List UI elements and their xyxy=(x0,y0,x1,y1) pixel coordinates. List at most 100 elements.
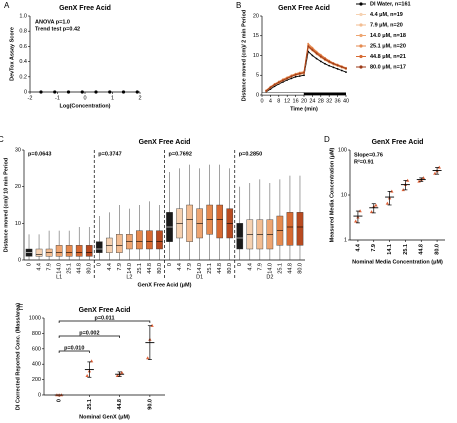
x-tick-label: 25.1 xyxy=(137,263,143,274)
x-tick-label: 0 xyxy=(57,399,63,402)
panel-letter: D xyxy=(324,135,330,144)
point xyxy=(340,66,343,68)
light-period xyxy=(261,92,305,96)
series-line xyxy=(265,46,347,92)
replicate-point xyxy=(385,201,390,205)
x-tick-label: 40 xyxy=(343,98,349,104)
x-tick-label: 32 xyxy=(326,98,332,104)
x-tick-label: 20 xyxy=(301,98,307,104)
x-axis-label: Nominal GenX (μM) xyxy=(79,414,130,420)
x-tick-label: 80.0 xyxy=(435,244,441,255)
replicate-point xyxy=(405,178,410,182)
dark-period xyxy=(304,92,346,95)
x-axis-label: Time (min) xyxy=(290,106,318,112)
replicate-point xyxy=(421,176,426,180)
legend-label: 80.0 μM, n=17 xyxy=(370,64,406,70)
y-tick-label: 600 xyxy=(32,346,41,352)
point xyxy=(328,64,331,67)
box xyxy=(236,223,244,250)
legend-marker xyxy=(359,44,363,48)
x-tick-label: 16 xyxy=(293,98,299,104)
x-tick-label: 44.8 xyxy=(77,263,83,274)
y-tick-label: 200 xyxy=(32,377,41,383)
y-tick-label: 10 xyxy=(253,53,259,59)
point xyxy=(315,57,318,60)
box xyxy=(156,230,163,250)
y-tick-label: 0 xyxy=(256,92,259,98)
y-tick-label: 0.6 xyxy=(19,44,27,50)
point xyxy=(108,90,112,94)
point xyxy=(307,42,310,45)
legend-marker xyxy=(359,12,363,17)
point xyxy=(319,60,322,63)
panel-letter: E xyxy=(18,303,23,312)
point xyxy=(345,67,347,70)
replicate-point xyxy=(120,370,124,374)
x-tick-label: 0 xyxy=(26,263,32,266)
x-tick-label: 14.0 xyxy=(197,263,203,274)
point xyxy=(39,90,43,94)
box xyxy=(216,204,224,239)
x-tick-label: 4 xyxy=(269,98,272,104)
point xyxy=(121,90,126,94)
y-tick-label: 400 xyxy=(32,362,41,368)
group-label: D2 xyxy=(266,274,273,280)
chart-title: GenX Free Acid xyxy=(139,139,191,146)
point xyxy=(345,71,347,73)
x-tick-label: 44.8 xyxy=(117,399,123,410)
x-tick-label: 24 xyxy=(309,98,315,104)
x-tick-label: 36 xyxy=(335,98,341,104)
legend-marker xyxy=(359,33,363,38)
point xyxy=(307,45,310,48)
y-axis-label: Distance moved (cm)/ 2 min Period xyxy=(241,10,247,101)
legend-marker xyxy=(359,54,363,59)
legend-label: 7.9 μM, n=20 xyxy=(370,22,403,28)
point xyxy=(303,71,305,74)
y-tick-label: 0.4 xyxy=(19,59,27,65)
x-tick-label: 25.1 xyxy=(403,244,409,255)
replicate-point xyxy=(85,373,89,377)
group-label: D1 xyxy=(196,274,203,280)
replicate-point xyxy=(358,209,362,213)
point xyxy=(265,90,268,92)
x-tick-label: 44.8 xyxy=(287,263,293,274)
x-tick-label: 80.0 xyxy=(297,263,303,274)
x-tick-label: 4.4 xyxy=(247,263,253,271)
point xyxy=(290,77,293,80)
x-tick-label: 8 xyxy=(277,98,280,104)
annotation: p=0.2850 xyxy=(239,151,262,157)
x-tick-label: 0 xyxy=(260,98,263,104)
x-tick-label: 7.9 xyxy=(117,263,123,271)
box xyxy=(146,230,153,250)
panel-letter: A xyxy=(4,1,10,10)
x-tick-label: 7.9 xyxy=(47,263,53,271)
x-tick-label: 7.9 xyxy=(187,263,193,271)
replicate-point xyxy=(401,188,405,192)
x-tick-label: 4.4 xyxy=(107,263,113,271)
chart-title: GenX Free Acid xyxy=(278,5,330,12)
comparison-bracket xyxy=(58,320,151,323)
group-label: L2 xyxy=(126,274,132,280)
x-tick-label: -2 xyxy=(28,95,33,101)
y-axis-label: Measured Media Concentration (μM) xyxy=(329,147,335,242)
x-tick-label: 44.8 xyxy=(147,263,153,274)
box xyxy=(186,204,193,242)
legend-label: 44.8 μM, n=21 xyxy=(370,54,406,60)
annotation: Slope=0.76 xyxy=(354,152,383,158)
point xyxy=(294,75,297,78)
y-axis-label: Distance moved (cm)/ 10 min Period xyxy=(3,158,9,252)
y-tick-label: 30 xyxy=(15,147,21,153)
box xyxy=(95,241,103,253)
x-tick-label: 0 xyxy=(237,263,243,266)
x-tick-label: 2 xyxy=(138,95,141,101)
point xyxy=(80,90,84,94)
comparison-bracket xyxy=(58,335,120,338)
x-tick-label: -1 xyxy=(55,95,60,101)
replicate-point xyxy=(417,179,421,183)
legend-label: 4.4 μM, n=19 xyxy=(370,12,403,18)
point xyxy=(273,83,276,86)
point xyxy=(315,52,318,55)
annotation: ANOVA p=1.0 xyxy=(35,19,70,25)
panel-letter: C xyxy=(0,135,4,144)
